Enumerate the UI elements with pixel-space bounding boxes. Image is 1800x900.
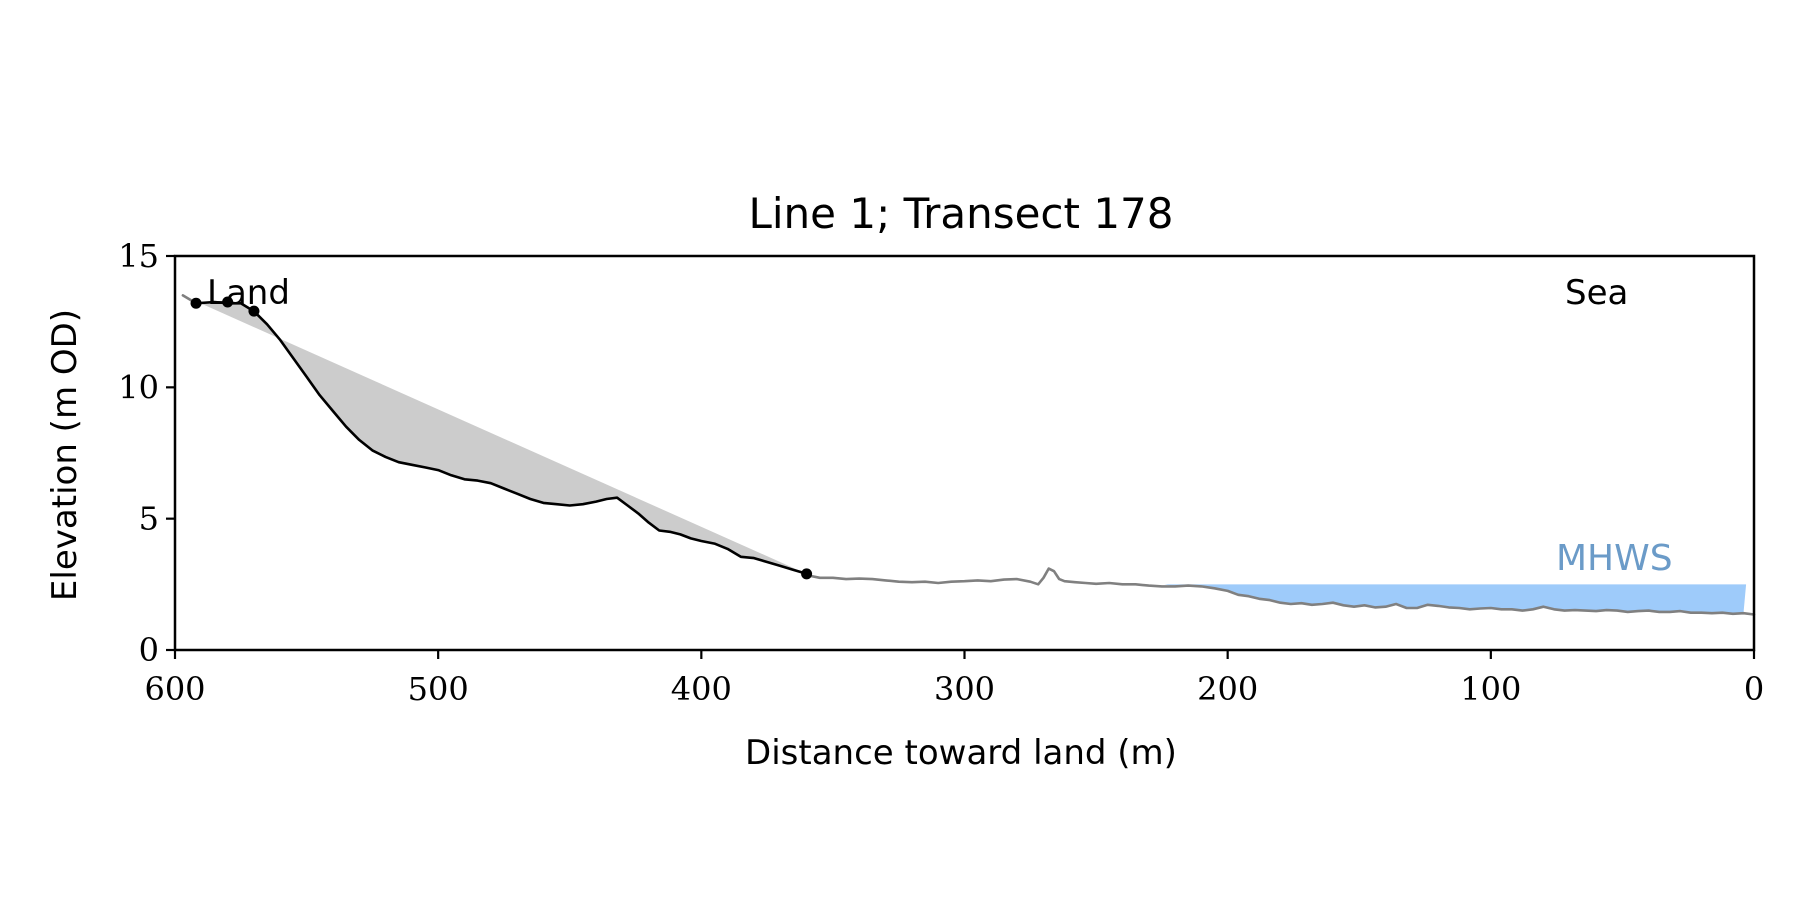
chart-title: Line 1; Transect 178 <box>748 189 1173 238</box>
mhws-band <box>1164 584 1747 614</box>
y-tick-label: 0 <box>139 631 159 669</box>
survey-point-marker <box>222 296 234 308</box>
series-seaward-profile <box>805 567 1756 616</box>
x-tick-label: 200 <box>1197 670 1258 708</box>
survey-point-marker <box>801 568 813 580</box>
survey-point-marker <box>190 297 202 309</box>
y-tick-label: 15 <box>118 237 159 275</box>
x-tick-label: 500 <box>408 670 469 708</box>
x-axis-label: Distance toward land (m) <box>745 733 1177 773</box>
x-tick-label: 100 <box>1460 670 1521 708</box>
axis-ticks: 600 500 400 300 200 100 0 0 5 10 15 <box>118 237 1764 708</box>
x-tick-label: 600 <box>144 670 205 708</box>
survey-point-marker <box>248 305 260 317</box>
y-tick-label: 5 <box>139 500 159 538</box>
series-cliff-profile <box>194 300 808 576</box>
mhws-label: MHWS <box>1556 538 1673 579</box>
land-annotation: Land <box>207 273 290 313</box>
plot-area <box>181 294 1756 616</box>
y-tick-label: 10 <box>118 368 159 406</box>
cliff-fill-region <box>182 295 807 574</box>
y-axis-label: Elevation (m OD) <box>45 309 85 601</box>
x-tick-label: 400 <box>671 670 732 708</box>
plot-frame <box>173 254 1756 652</box>
x-tick-label: 0 <box>1744 670 1764 708</box>
x-tick-label: 300 <box>934 670 995 708</box>
sea-annotation: Sea <box>1565 273 1628 313</box>
